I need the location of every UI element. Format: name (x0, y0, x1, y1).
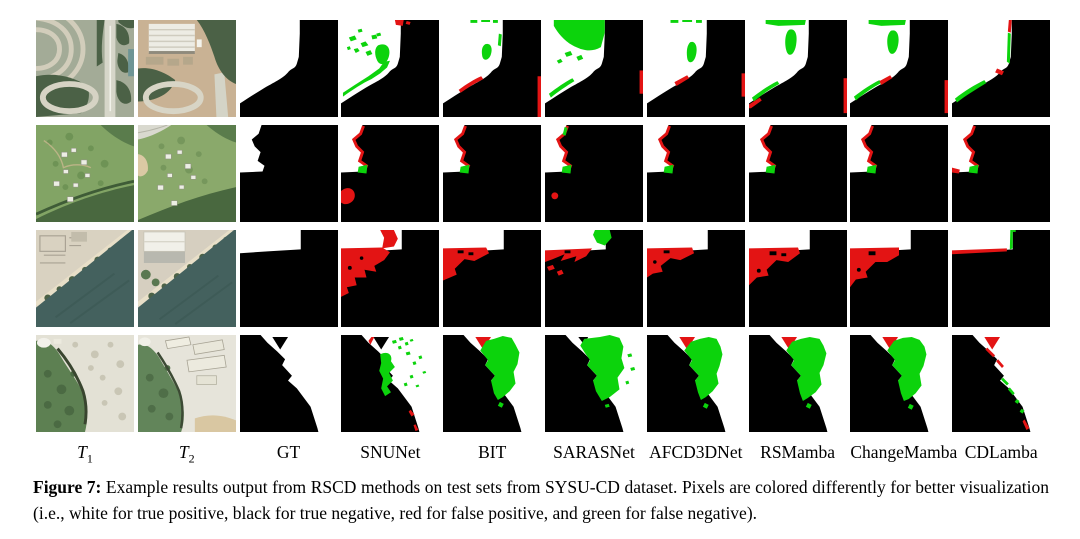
mask-row4-rsmamba (748, 335, 847, 432)
image-row1-t2 (137, 20, 236, 117)
mask-row1-sarasnet (544, 20, 643, 117)
mask-row1-afcd3dnet (646, 20, 745, 117)
image-row3-t1 (36, 230, 134, 327)
caption-text: Example results output from RSCD methods… (33, 477, 1049, 523)
mask-row4-cdlamba (952, 335, 1051, 432)
mask-row1-snunet (341, 20, 440, 117)
image-row4-t1 (36, 335, 134, 432)
mask-row1-bit (443, 20, 542, 117)
mask-row4-snunet (341, 335, 440, 432)
image-row3-t2 (137, 230, 236, 327)
column-label-gt: GT (276, 442, 301, 462)
caption-figure-number: Figure 7: (33, 477, 102, 497)
mask-row4-gt (239, 335, 338, 432)
mask-row3-cdlamba (952, 230, 1051, 327)
column-label-t2: T2 (178, 442, 195, 466)
mask-row3-rsmamba (748, 230, 847, 327)
results-grid (36, 20, 1051, 432)
mask-row2-rsmamba (748, 125, 847, 222)
mask-row4-bit (443, 335, 542, 432)
mask-row2-afcd3dnet (646, 125, 745, 222)
image-row4-t2 (137, 335, 236, 432)
mask-row3-snunet (341, 230, 440, 327)
column-label-sarasnet: SARASNet (553, 442, 635, 462)
mask-row2-snunet (341, 125, 440, 222)
image-row2-t2 (137, 125, 236, 222)
column-label-cdlamba: CDLamba (964, 442, 1038, 462)
column-label-t1: T1 (77, 442, 93, 466)
column-label-rsmamba: RSMamba (760, 442, 836, 462)
mask-row4-afcd3dnet (646, 335, 745, 432)
column-label-afcd3dnet: AFCD3DNet (649, 442, 743, 462)
mask-row3-sarasnet (544, 230, 643, 327)
mask-row2-bit (443, 125, 542, 222)
column-label-bit: BIT (478, 442, 507, 462)
mask-row3-afcd3dnet (646, 230, 745, 327)
mask-row1-changemamba (850, 20, 949, 117)
image-row2-t1 (36, 125, 134, 222)
column-labels-row: T1 T2 GT SNUNet BIT SARASNet AFCD3DNet R… (36, 442, 1050, 469)
figure-caption: Figure 7: Example results output from RS… (33, 474, 1049, 526)
mask-row2-gt (239, 125, 338, 222)
column-label-snunet: SNUNet (360, 442, 421, 462)
mask-row1-gt (239, 20, 338, 117)
mask-row2-changemamba (850, 125, 949, 222)
column-label-changemamba: ChangeMamba (850, 442, 958, 462)
mask-row3-changemamba (850, 230, 949, 327)
mask-row3-bit (443, 230, 542, 327)
mask-row2-cdlamba (952, 125, 1051, 222)
image-row1-t1 (36, 20, 134, 117)
mask-row4-sarasnet (544, 335, 643, 432)
mask-row3-gt (239, 230, 338, 327)
mask-row1-rsmamba (748, 20, 847, 117)
mask-row2-sarasnet (544, 125, 643, 222)
mask-row1-cdlamba (952, 20, 1051, 117)
mask-row4-changemamba (850, 335, 949, 432)
